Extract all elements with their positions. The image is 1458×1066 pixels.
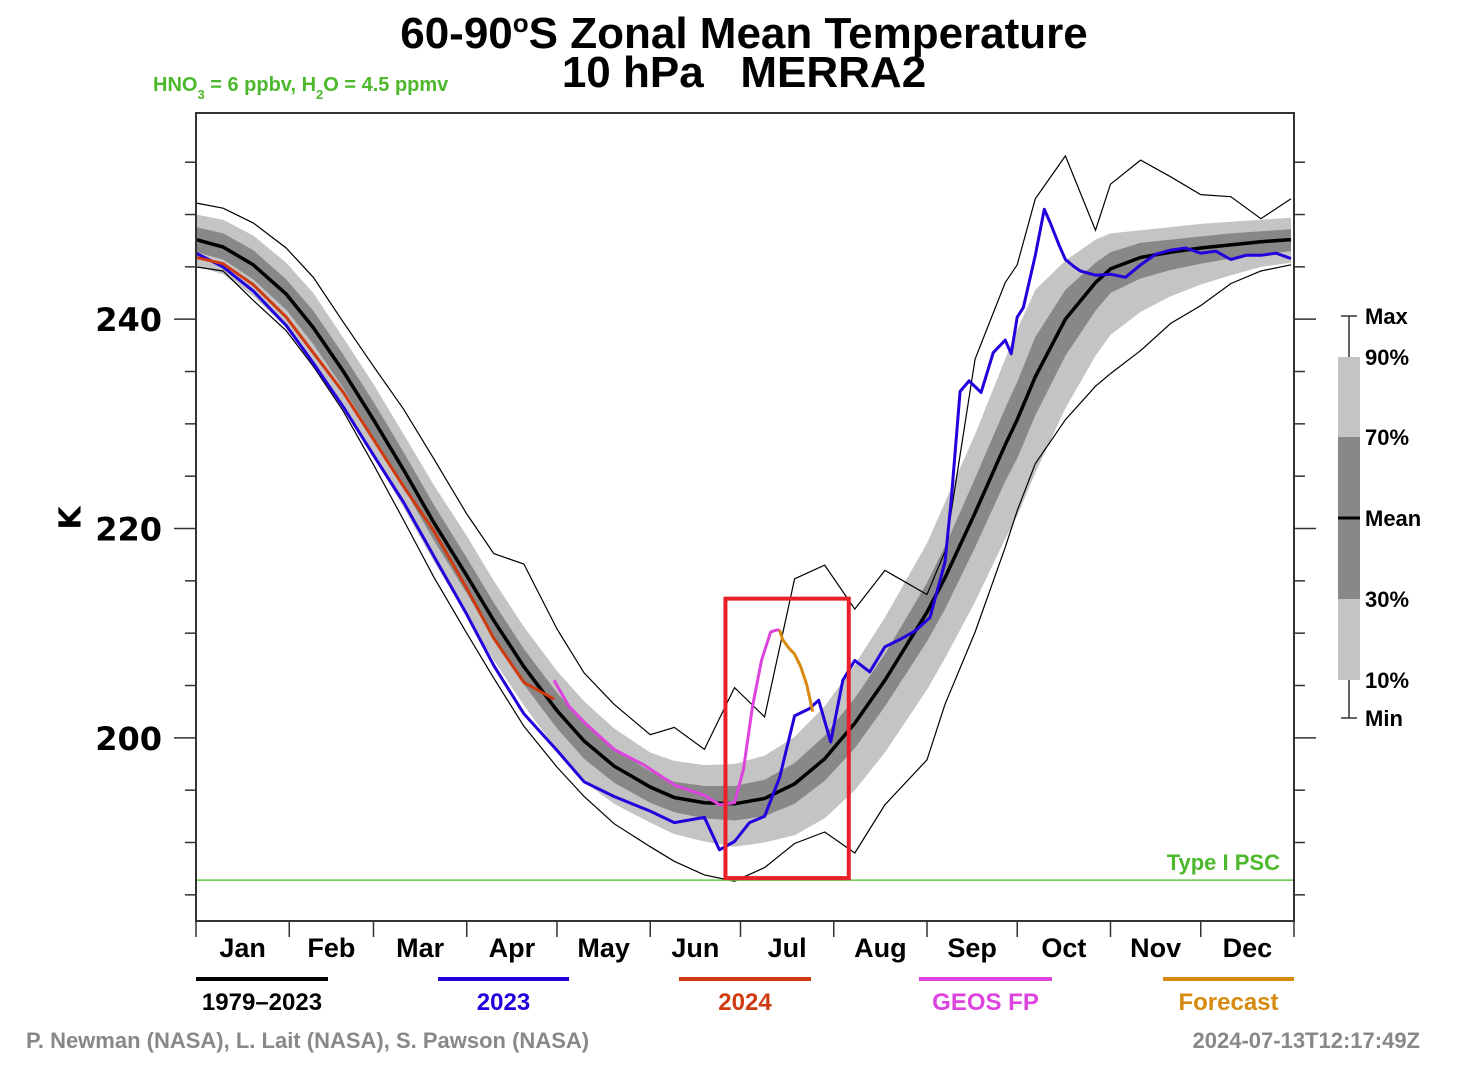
climatology-mean-line (195, 237, 1292, 806)
month-label-may: May (577, 933, 630, 963)
percentile-key: Max 90% 70% Mean 30% 10% Min (1338, 304, 1421, 731)
plot-frame (195, 112, 1295, 922)
legend-label-2023: 2023 (477, 989, 530, 1016)
month-label-mar: Mar (396, 933, 445, 963)
chemistry-annotation: HNO3 = 6 ppbv, H2O = 4.5 ppmv (153, 74, 449, 102)
climatology-max-line (195, 154, 1292, 751)
month-label-jun: Jun (671, 933, 719, 963)
legend-label-forecast: Forecast (1178, 989, 1278, 1016)
highlight-box (723, 596, 851, 881)
series-line-2023 (195, 207, 1292, 852)
axes (174, 112, 1316, 937)
chart-subtitle: 10 hPa MERRA2 (562, 48, 926, 97)
y-tick-label: 220 (95, 511, 162, 549)
key-label-90pct: 90% (1365, 345, 1409, 370)
y-axis-label: K (54, 505, 89, 530)
month-label-jul: Jul (768, 933, 807, 963)
x-month-labels: Jan Feb Mar Apr May Jun Jul Aug Sep Oct Nov Dec (219, 933, 1272, 963)
month-label-feb: Feb (307, 933, 355, 963)
y-tick-labels: 200 220 240 (95, 301, 162, 758)
y-tick-label: 240 (95, 301, 162, 339)
key-label-min: Min (1365, 706, 1403, 731)
author-credits: P. Newman (NASA), L. Lait (NASA), S. Paw… (26, 1028, 589, 1053)
key-label-70pct: 70% (1365, 425, 1409, 450)
series-line-forecast (778, 629, 815, 713)
key-label-max: Max (1365, 304, 1409, 329)
key-label-30pct: 30% (1365, 587, 1409, 612)
legend: 1979–2023 2023 2024 GEOS FP Forecast (196, 977, 1294, 1016)
y-tick-label: 200 (95, 720, 162, 758)
month-label-sep: Sep (947, 933, 997, 963)
series-line-geos-fp (552, 628, 780, 807)
overlays (196, 596, 1294, 881)
month-label-jan: Jan (219, 933, 266, 963)
key-label-10pct: 10% (1365, 668, 1409, 693)
legend-label-2024: 2024 (718, 989, 772, 1016)
psc-label: Type I PSC (1167, 850, 1280, 875)
legend-label-1979-2023: 1979–2023 (202, 989, 322, 1016)
percentile-bands (196, 214, 1291, 847)
series-line-2024 (195, 255, 555, 701)
timestamp: 2024-07-13T12:17:49Z (1193, 1028, 1420, 1053)
chart-title: 60-90oS Zonal Mean Temperature (400, 8, 1088, 58)
month-label-nov: Nov (1130, 933, 1181, 963)
month-label-aug: Aug (854, 933, 906, 963)
month-label-dec: Dec (1223, 933, 1273, 963)
key-label-mean: Mean (1365, 506, 1421, 531)
legend-label-geos-fp: GEOS FP (932, 989, 1039, 1016)
month-label-oct: Oct (1041, 933, 1086, 963)
series-lines (195, 154, 1292, 882)
band-10-90 (196, 214, 1291, 847)
month-label-apr: Apr (489, 933, 536, 963)
climatology-min-line (195, 264, 1292, 882)
